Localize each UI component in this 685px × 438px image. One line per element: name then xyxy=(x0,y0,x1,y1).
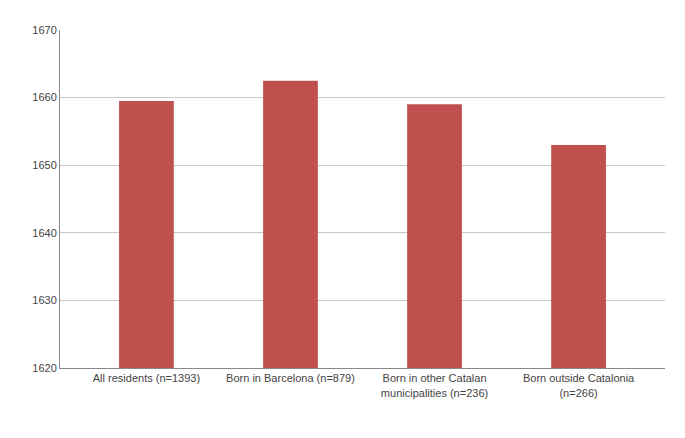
svg-text:1660: 1660 xyxy=(32,91,56,103)
svg-text:All residents (n=1393): All residents (n=1393) xyxy=(93,372,200,384)
svg-text:1670: 1670 xyxy=(32,24,56,36)
svg-text:1630: 1630 xyxy=(32,294,56,306)
svg-text:1650: 1650 xyxy=(32,159,56,171)
svg-text:Born in Barcelona (n=879): Born in Barcelona (n=879) xyxy=(226,372,355,384)
svg-text:Born in other Catalanmunicipal: Born in other Catalanmunicipalities (n=2… xyxy=(381,372,488,398)
svg-text:1620: 1620 xyxy=(32,362,56,374)
svg-text:1640: 1640 xyxy=(32,227,56,239)
svg-text:Born outside Catalonia(n=266): Born outside Catalonia(n=266) xyxy=(523,372,635,398)
